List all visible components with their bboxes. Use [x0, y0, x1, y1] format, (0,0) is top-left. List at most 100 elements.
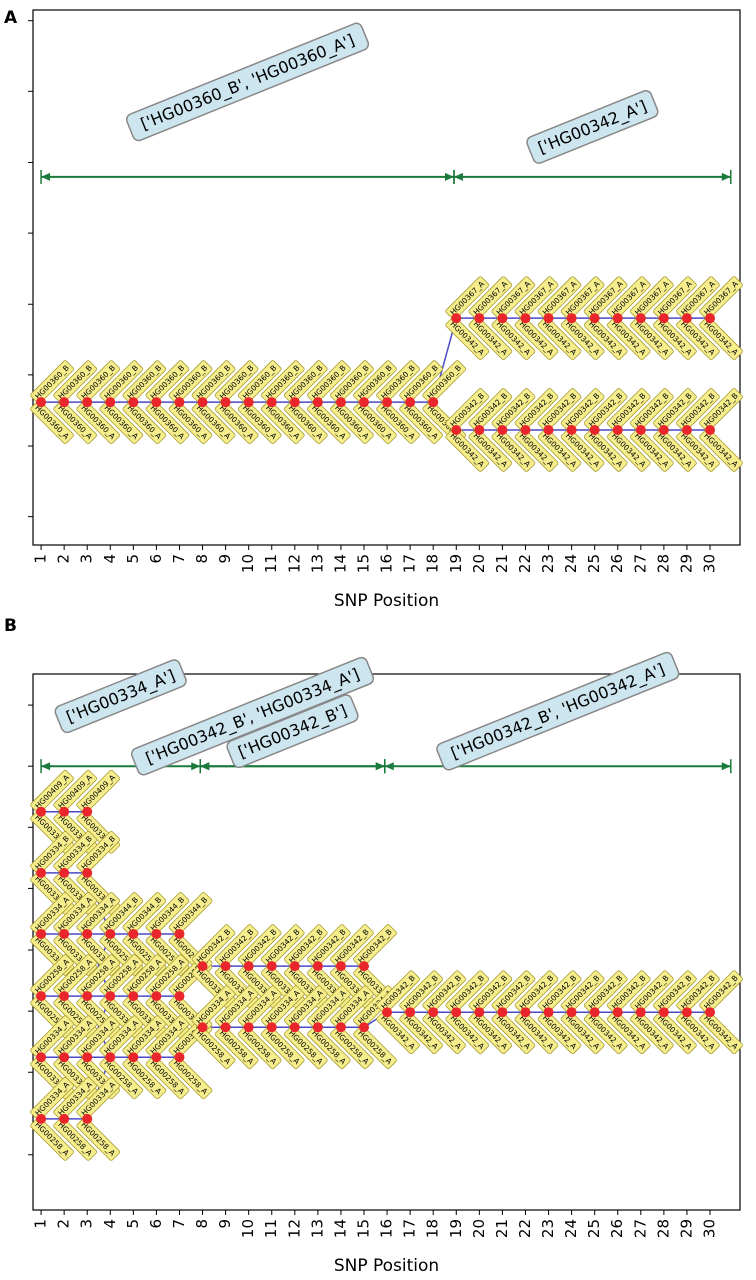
- node-label-box: [237, 985, 282, 1030]
- node-label-box: [537, 1010, 582, 1055]
- node-label-box: [145, 360, 190, 405]
- node-label-box: [491, 316, 536, 361]
- node-label-box: [676, 276, 720, 321]
- node-label-box: [468, 428, 513, 472]
- node: [497, 313, 508, 324]
- node-label-box: [676, 428, 720, 472]
- node-label-box: [145, 892, 190, 936]
- x-tick-label: 16: [378, 1219, 396, 1238]
- node: [36, 867, 47, 878]
- node-label-box: [145, 954, 190, 998]
- node-label-box: [537, 276, 582, 321]
- node-label-box: [653, 388, 697, 432]
- node-label-box: [330, 924, 374, 968]
- x-axis-label: SNP Position: [334, 1256, 439, 1276]
- node: [36, 1113, 47, 1124]
- node: [105, 928, 116, 939]
- node-label-box: [445, 388, 490, 432]
- node: [59, 928, 70, 939]
- node: [589, 313, 600, 324]
- node-label-box: [468, 316, 513, 361]
- node: [382, 1007, 393, 1018]
- node: [128, 991, 139, 1002]
- node-label-box: [122, 892, 167, 936]
- node-label-box: [606, 428, 651, 472]
- node-label-box: [376, 400, 420, 445]
- x-tick-label: 17: [401, 1219, 419, 1238]
- node: [658, 424, 669, 435]
- node-label-box: [237, 924, 282, 968]
- x-tick-label: 7: [170, 1219, 188, 1229]
- node-label-box: [260, 924, 305, 968]
- node: [497, 1007, 508, 1018]
- node-label-box: [53, 1077, 97, 1121]
- node-label-box: [491, 428, 536, 472]
- node: [335, 1022, 346, 1033]
- segment-arrow: [721, 762, 731, 771]
- node-label-box: [76, 360, 121, 405]
- node-label-box: [99, 954, 144, 998]
- segment-label: ['HG00342_A']: [526, 89, 659, 164]
- node: [681, 313, 692, 324]
- node-label-box: [191, 924, 236, 968]
- node-label-box: [676, 1010, 720, 1055]
- node-label-box: [283, 985, 328, 1030]
- node-label-box: [145, 400, 190, 445]
- node-label-box: [560, 1010, 605, 1055]
- node-label-box: [699, 316, 743, 361]
- node-label-box: [30, 892, 74, 936]
- node-label-box: [560, 316, 605, 361]
- node-label-box: [214, 924, 259, 968]
- x-tick-label: 20: [470, 554, 488, 573]
- segment-label-box: [130, 656, 375, 776]
- node-label-box: [514, 276, 559, 321]
- node-label-box: [99, 1015, 144, 1060]
- node: [151, 397, 162, 408]
- node-label-box: [445, 970, 490, 1015]
- node-label-box: [537, 428, 582, 472]
- node-label-box: [53, 831, 97, 875]
- node-label-box: [699, 276, 743, 321]
- node-label-box: [560, 276, 605, 321]
- x-tick-label: 23: [539, 554, 557, 573]
- x-tick-label: 26: [608, 554, 626, 573]
- x-tick-label: 6: [147, 1219, 165, 1229]
- x-tick-label: 28: [654, 554, 672, 573]
- node: [635, 1007, 646, 1018]
- x-tick-label: 24: [562, 554, 580, 573]
- node: [612, 313, 623, 324]
- x-tick-label: 19: [447, 554, 465, 573]
- node: [520, 313, 531, 324]
- node-label-box: [514, 388, 559, 432]
- node: [105, 397, 116, 408]
- node-label-box: [30, 400, 74, 445]
- node-label-box: [76, 400, 121, 445]
- node-label-box: [514, 970, 559, 1015]
- node-label-box: [699, 970, 743, 1015]
- x-tick-label: 28: [654, 1219, 672, 1238]
- node-label-box: [307, 985, 351, 1030]
- node-label-box: [353, 924, 397, 968]
- node-label-box: [307, 360, 351, 405]
- node-label-box: [99, 1055, 144, 1100]
- segment-label-box: [436, 651, 680, 771]
- x-tick-label: 5: [124, 1219, 142, 1229]
- node: [36, 928, 47, 939]
- node: [359, 397, 370, 408]
- node: [612, 1007, 623, 1018]
- x-tick-label: 2: [55, 1219, 73, 1229]
- node: [243, 1022, 254, 1033]
- node-label-box: [191, 400, 236, 445]
- x-tick-label: 21: [493, 1219, 511, 1238]
- node-label-box: [214, 985, 259, 1030]
- node-label-box: [468, 276, 513, 321]
- node-label-box: [537, 316, 582, 361]
- x-tick-label: 15: [355, 554, 373, 573]
- node-label-box: [214, 1025, 259, 1070]
- segment-arrow: [384, 762, 394, 771]
- node-label-box: [583, 428, 628, 472]
- segment-label-text: ['HG00360_B', 'HG00360_A']: [138, 30, 358, 134]
- segment-arrow: [444, 172, 454, 181]
- node-label-box: [606, 276, 651, 321]
- node-label-box: [491, 276, 536, 321]
